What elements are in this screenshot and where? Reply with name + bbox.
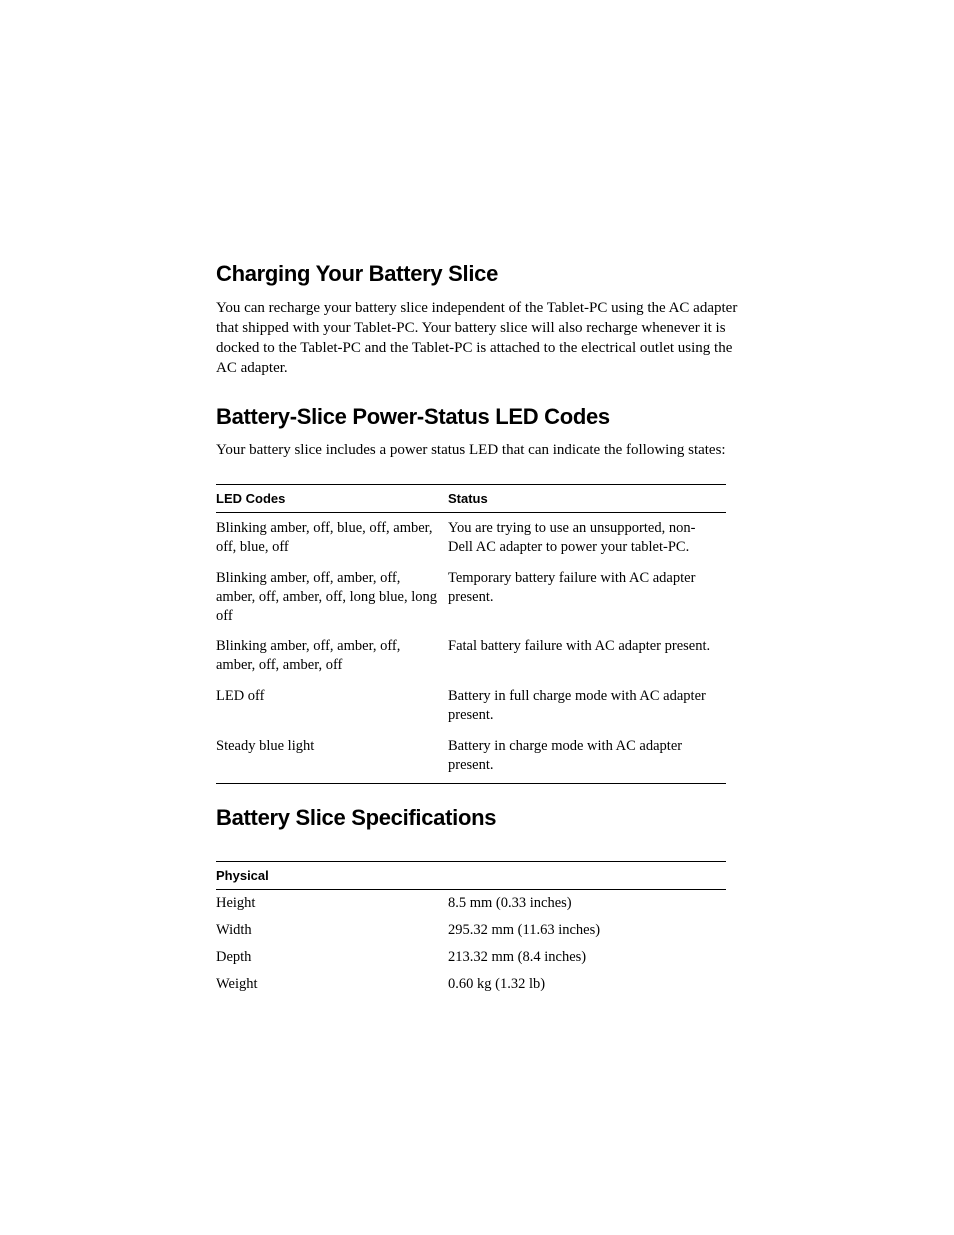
table-row: Blinking amber, off, blue, off, amber, o…	[216, 513, 726, 563]
led-table-header-status: Status	[448, 485, 726, 513]
specs-table: Physical Height 8.5 mm (0.33 inches) Wid…	[216, 861, 726, 997]
heading-led-codes: Battery-Slice Power-Status LED Codes	[216, 403, 739, 431]
paragraph-led-codes: Your battery slice includes a power stat…	[216, 440, 739, 460]
spec-value-cell: 295.32 mm (11.63 inches)	[448, 917, 726, 944]
spacer	[216, 841, 739, 861]
led-code-cell: LED off	[216, 681, 448, 731]
led-code-cell: Blinking amber, off, amber, off, amber, …	[216, 563, 448, 632]
led-codes-table: LED Codes Status Blinking amber, off, bl…	[216, 484, 726, 783]
spec-value-cell: 213.32 mm (8.4 inches)	[448, 944, 726, 971]
table-row: Width 295.32 mm (11.63 inches)	[216, 917, 726, 944]
spec-key-cell: Height	[216, 890, 448, 917]
table-row: Blinking amber, off, amber, off, amber, …	[216, 631, 726, 681]
led-status-cell: Battery in charge mode with AC adapter p…	[448, 731, 726, 783]
led-code-cell: Blinking amber, off, amber, off, amber, …	[216, 631, 448, 681]
spec-key-cell: Depth	[216, 944, 448, 971]
led-table-header-codes: LED Codes	[216, 485, 448, 513]
led-code-cell: Blinking amber, off, blue, off, amber, o…	[216, 513, 448, 563]
page: Charging Your Battery Slice You can rech…	[0, 0, 954, 1235]
led-status-cell: Fatal battery failure with AC adapter pr…	[448, 631, 726, 681]
led-status-cell: Temporary battery failure with AC adapte…	[448, 563, 726, 632]
spec-key-cell: Weight	[216, 971, 448, 998]
led-status-cell: You are trying to use an unsupported, no…	[448, 513, 726, 563]
table-row: Height 8.5 mm (0.33 inches)	[216, 890, 726, 917]
spec-value-cell: 8.5 mm (0.33 inches)	[448, 890, 726, 917]
table-row: LED off Battery in full charge mode with…	[216, 681, 726, 731]
table-row: Blinking amber, off, amber, off, amber, …	[216, 563, 726, 632]
table-row: Steady blue light Battery in charge mode…	[216, 731, 726, 783]
heading-specs: Battery Slice Specifications	[216, 804, 739, 832]
paragraph-charging: You can recharge your battery slice inde…	[216, 298, 739, 379]
spec-key-cell: Width	[216, 917, 448, 944]
led-status-cell: Battery in full charge mode with AC adap…	[448, 681, 726, 731]
heading-charging: Charging Your Battery Slice	[216, 260, 739, 288]
led-code-cell: Steady blue light	[216, 731, 448, 783]
spacer	[216, 784, 739, 804]
specs-table-header: Physical	[216, 862, 726, 890]
table-row: Depth 213.32 mm (8.4 inches)	[216, 944, 726, 971]
table-row: Weight 0.60 kg (1.32 lb)	[216, 971, 726, 998]
spec-value-cell: 0.60 kg (1.32 lb)	[448, 971, 726, 998]
